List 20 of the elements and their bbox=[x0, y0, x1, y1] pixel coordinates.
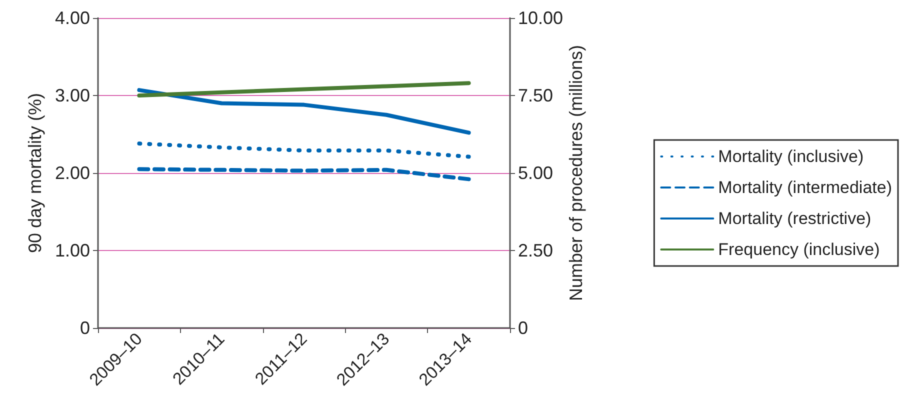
y-axis-title: 90 day mortality (%) bbox=[25, 92, 45, 254]
y2-tick-label: 10.00 bbox=[518, 8, 564, 28]
y2-axis-title: Number of procedures (millions) bbox=[566, 44, 586, 302]
legend-label: Mortality (restrictive) bbox=[718, 209, 872, 228]
legend-label: Mortality (intermediate) bbox=[718, 178, 892, 197]
y2-tick-label: 2.50 bbox=[518, 240, 554, 260]
line-series bbox=[137, 167, 471, 182]
legend-label: Mortality (inclusive) bbox=[718, 147, 864, 166]
y-tick-label: 3.00 bbox=[54, 86, 90, 106]
y-tick-label: 0 bbox=[80, 318, 90, 338]
legend-label: Frequency (inclusive) bbox=[718, 240, 880, 259]
y-tick-label: 2.00 bbox=[54, 163, 90, 183]
line-series bbox=[137, 81, 471, 98]
y2-tick-label: 7.50 bbox=[518, 86, 554, 106]
y2-tick-label: 0 bbox=[518, 318, 528, 338]
line-series bbox=[137, 88, 471, 135]
y2-tick-label: 5.00 bbox=[518, 163, 554, 183]
y-tick-label: 4.00 bbox=[54, 8, 90, 28]
y-tick-label: 1.00 bbox=[54, 240, 90, 260]
line-series bbox=[137, 142, 471, 159]
